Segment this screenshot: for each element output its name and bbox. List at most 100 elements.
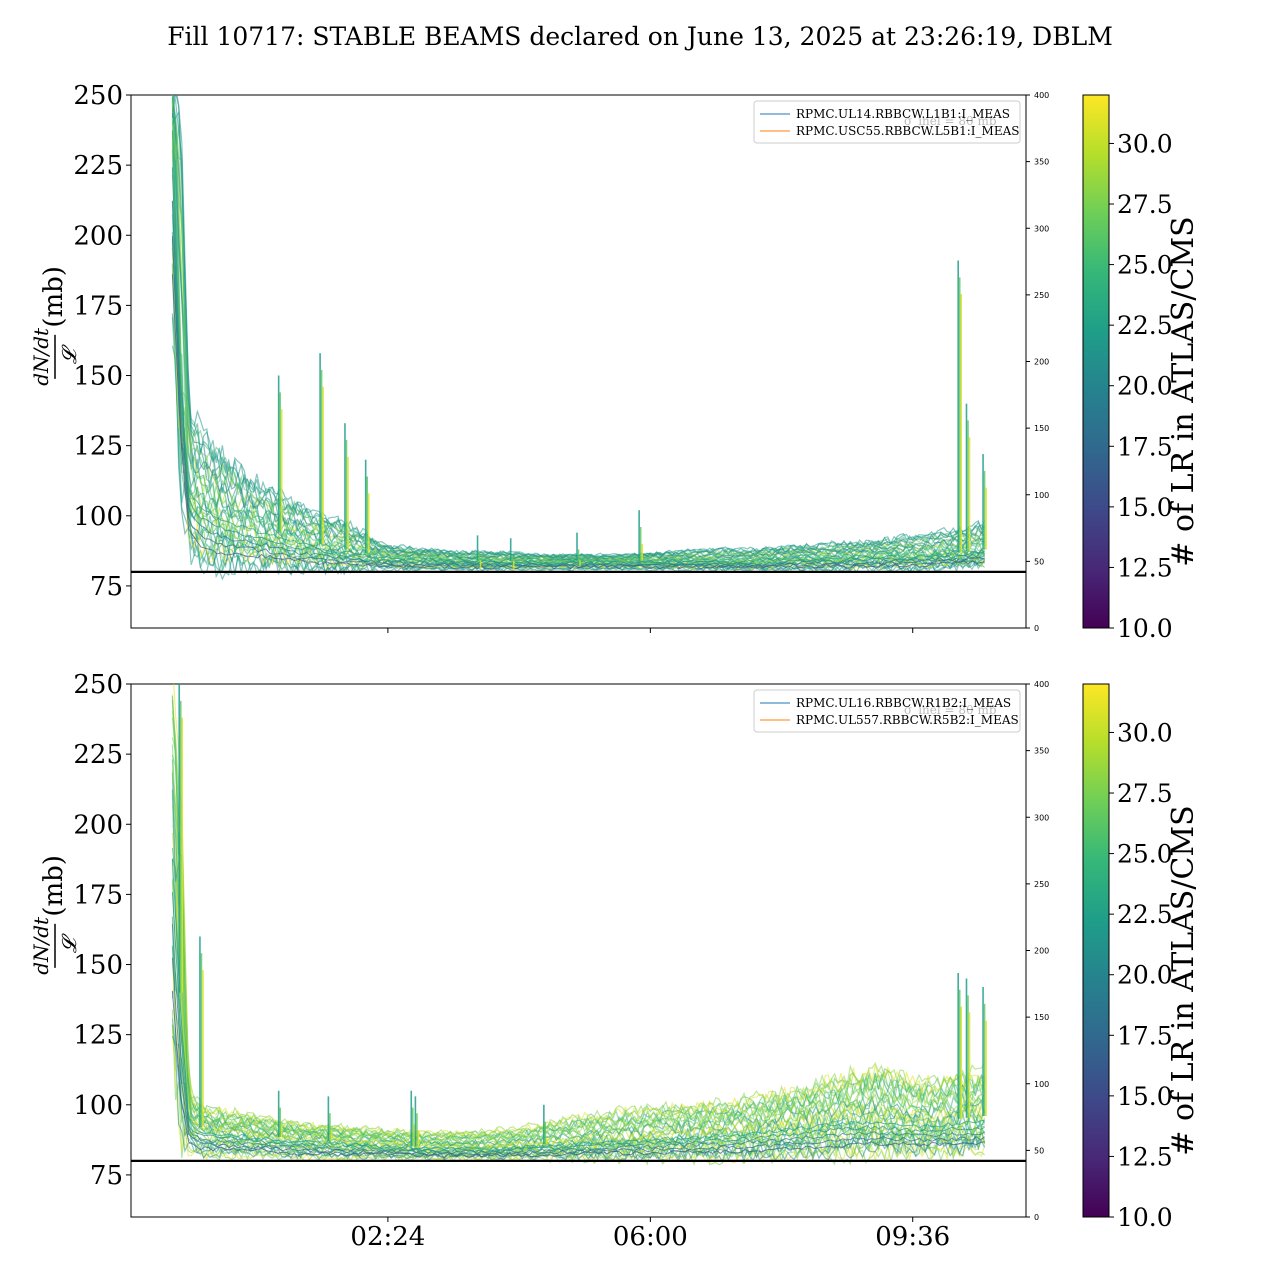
bot-colorbar-label-4: 20.0 <box>1117 961 1173 990</box>
bot-rtick-label-7: 350 <box>1034 747 1049 756</box>
bot-xtick-label-0: 02:24 <box>350 1222 425 1252</box>
bot-rtick-label-3: 150 <box>1034 1013 1049 1022</box>
top-colorbar-label-2: 15.0 <box>1117 493 1173 522</box>
top-legend-label-0: RPMC.UL14.RBBCW.L1B1:I_MEAS <box>796 107 1010 121</box>
bot-trace-33 <box>171 710 986 1137</box>
top-colorbar-label-0: 10.0 <box>1117 614 1173 643</box>
top-rtick-label-2: 100 <box>1034 491 1049 500</box>
bot-lowtrace-2 <box>171 924 985 1155</box>
bottom-data-area <box>131 684 1026 1166</box>
bot-ytick-label-0: 75 <box>90 1161 123 1191</box>
bot-rtick-label-0: 0 <box>1034 1213 1039 1222</box>
bottom-y-axis-label: dN/dt 𝓛 (mb) <box>29 855 81 975</box>
bot-rtick-label-8: 400 <box>1034 680 1049 689</box>
bot-trace-32 <box>173 684 986 1138</box>
bot-ytick-label-7: 250 <box>73 670 123 700</box>
top-rtick-label-6: 300 <box>1034 224 1049 233</box>
bot-colorbar-label-6: 25.0 <box>1117 840 1173 869</box>
bot-legend-box <box>753 689 1021 733</box>
chart-title: Fill 10717: STABLE BEAMS declared on Jun… <box>167 22 1113 51</box>
bot-colorbar-label-8: 30.0 <box>1117 718 1173 747</box>
top-legend: σ_inel = 80 mbRPMC.UL14.RBBCW.L1B1:I_MEA… <box>753 100 1021 144</box>
bot-trace-18 <box>171 833 986 1150</box>
top-ytick-label-3: 150 <box>73 362 123 392</box>
bottom-legend: σ_inel = 80 mbRPMC.UL16.RBBCW.R1B2:I_MEA… <box>753 689 1021 733</box>
bot-colorbar-label-0: 10.0 <box>1117 1203 1173 1232</box>
bot-xtick-label-1: 06:00 <box>613 1222 688 1252</box>
bot-ylabel-group: dN/dt 𝓛 (mb) <box>29 855 81 975</box>
bot-rtick-label-6: 300 <box>1034 813 1049 822</box>
top-ytick-label-5: 200 <box>73 221 123 251</box>
bot-ytick-label-2: 125 <box>73 1021 123 1051</box>
bot-xtick-label-2: 09:36 <box>875 1222 950 1252</box>
top-legend-label-1: RPMC.USC55.RBBCW.L5B1:I_MEAS <box>796 124 1019 138</box>
top-lowtrace-4 <box>171 130 985 565</box>
top-rtick-label-3: 150 <box>1034 424 1049 433</box>
top-lowtrace-3 <box>171 167 985 566</box>
bot-ytick-label-6: 225 <box>73 740 123 770</box>
bottom-panel: 75 100 125 150 175 200 225 250 0 50 100 150 200 250 3… <box>29 670 1049 1252</box>
top-rtick-label-1: 50 <box>1034 557 1044 566</box>
top-ytick-label-6: 225 <box>73 151 123 181</box>
top-legend-box <box>753 100 1021 144</box>
bottom-colorbar: 10.0 12.5 15.0 17.5 20.0 22.5 25.0 27.5 30.0 # of… <box>1082 683 1201 1232</box>
bot-colorbar-label-2: 15.0 <box>1117 1082 1173 1111</box>
bot-colorbar-label-7: 27.5 <box>1117 779 1173 808</box>
top-left-axis: 75 100 125 150 175 200 225 250 <box>73 81 131 602</box>
bot-colorbar-title: # of LR in ATLAS/CMS <box>1166 805 1201 1155</box>
top-lowtrace-0 <box>171 274 985 570</box>
bot-colorbar-bar <box>1082 683 1110 1218</box>
bot-legend-label-1: RPMC.UL557.RBBCW.R5B2:I_MEAS <box>796 713 1019 727</box>
bot-ytick-label-3: 150 <box>73 951 123 981</box>
top-ylabel-numerator: dN/dt <box>29 327 53 386</box>
top-colorbar-label-7: 27.5 <box>1117 190 1173 219</box>
bot-colorbar-label-3: 17.5 <box>1117 1021 1173 1050</box>
top-colorbar-label-1: 12.5 <box>1117 553 1173 582</box>
bot-lowtrace-4 <box>171 858 985 1152</box>
bottom-left-axis: 75 100 125 150 175 200 225 250 <box>73 670 131 1191</box>
bot-ylabel-numerator: dN/dt <box>29 916 53 975</box>
top-colorbar: 10.0 12.5 15.0 17.5 20.0 22.5 25.0 27.5 30.0 # of… <box>1082 94 1201 643</box>
bot-ytick-label-5: 200 <box>73 810 123 840</box>
top-panel: 75 100 125 150 175 200 225 250 0 50 100 150 200 250 3… <box>29 81 1049 633</box>
bot-rtick-label-1: 50 <box>1034 1146 1044 1155</box>
bot-rtick-label-2: 100 <box>1034 1080 1049 1089</box>
bot-lowtrace-3 <box>171 892 985 1153</box>
top-colorbar-label-5: 22.5 <box>1117 311 1173 340</box>
top-right-axis: 0 50 100 150 200 250 300 350 400 <box>1026 91 1049 633</box>
top-colorbar-title: # of LR in ATLAS/CMS <box>1166 216 1201 566</box>
bot-ylabel-denominator: 𝓛 <box>57 933 81 953</box>
bot-trace-14 <box>171 847 986 1152</box>
bot-trace-1 <box>171 1028 986 1165</box>
top-ytick-label-2: 125 <box>73 432 123 462</box>
top-trace-17 <box>171 101 985 564</box>
top-lowtrace-1 <box>171 236 985 569</box>
bot-colorbar-label-5: 22.5 <box>1117 900 1173 929</box>
bot-colorbar-label-1: 12.5 <box>1117 1142 1173 1171</box>
top-colorbar-label-4: 20.0 <box>1117 372 1173 401</box>
bot-ylabel-unit: (mb) <box>39 855 69 917</box>
bottom-right-axis: 0 50 100 150 200 250 300 350 400 <box>1026 680 1049 1222</box>
top-ylabel-denominator: 𝓛 <box>57 344 81 364</box>
top-data-area <box>131 95 1026 581</box>
top-colorbar-bar <box>1082 94 1110 629</box>
bot-rtick-label-5: 250 <box>1034 880 1049 889</box>
bot-legend-overlay: σ_inel = 80 mb <box>904 703 997 717</box>
bottom-x-axis: 02:24 06:00 09:36 <box>350 1217 950 1252</box>
bot-rtick-label-4: 200 <box>1034 947 1049 956</box>
bot-trace-31 <box>171 699 986 1139</box>
top-rtick-label-5: 250 <box>1034 291 1049 300</box>
top-rtick-label-7: 350 <box>1034 158 1049 167</box>
top-ytick-label-1: 100 <box>73 502 123 532</box>
bot-ytick-label-1: 100 <box>73 1091 123 1121</box>
top-ytick-label-4: 175 <box>73 291 123 321</box>
top-lowtrace-2 <box>171 200 985 568</box>
top-rtick-label-4: 200 <box>1034 358 1049 367</box>
top-x-axis <box>387 628 914 633</box>
bot-legend-label-0: RPMC.UL16.RBBCW.R1B2:I_MEAS <box>796 696 1011 710</box>
top-rtick-label-8: 400 <box>1034 91 1049 100</box>
top-legend-overlay: σ_inel = 80 mb <box>904 114 997 128</box>
top-colorbar-label-3: 17.5 <box>1117 432 1173 461</box>
top-ylabel-unit: (mb) <box>39 266 69 328</box>
top-ytick-label-7: 250 <box>73 81 123 111</box>
